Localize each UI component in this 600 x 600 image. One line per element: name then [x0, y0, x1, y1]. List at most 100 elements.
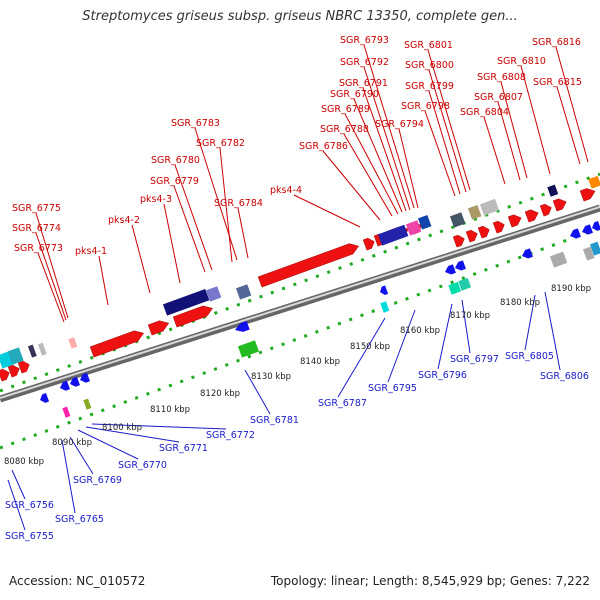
forward-gene[interactable] — [524, 208, 540, 223]
gene-label[interactable]: SGR_6773 — [14, 243, 63, 254]
gene-label[interactable]: SGR_6810 — [497, 56, 546, 67]
gene-label[interactable]: SGR_6791 — [339, 78, 388, 89]
gene-label[interactable]: SGR_6755 — [5, 531, 54, 542]
reverse-gene[interactable] — [38, 393, 50, 404]
gene-label[interactable]: SGR_6775 — [12, 203, 61, 214]
gene-label[interactable]: SGR_6790 — [330, 89, 379, 100]
gene-label[interactable]: SGR_6795 — [368, 383, 417, 394]
forward-gene[interactable] — [452, 233, 466, 248]
feature-block[interactable] — [27, 344, 37, 358]
gene-label[interactable]: SGR_6780 — [151, 155, 200, 166]
forward-gene[interactable] — [507, 213, 523, 228]
feature-block[interactable] — [37, 342, 47, 356]
feature-block[interactable] — [235, 284, 252, 300]
reverse-gene[interactable] — [233, 320, 250, 334]
reverse-gene[interactable] — [580, 224, 593, 236]
gene-label[interactable]: SGR_6792 — [340, 57, 389, 68]
gene-label[interactable]: SGR_6808 — [477, 72, 526, 83]
feature-block[interactable] — [62, 406, 71, 418]
gene-label[interactable]: pks4-3 — [140, 194, 172, 205]
scale-label: 8080 kbp — [4, 457, 44, 467]
feature-block[interactable] — [68, 337, 78, 349]
forward-gene[interactable] — [362, 236, 376, 251]
gene-label[interactable]: SGR_6781 — [250, 415, 299, 426]
gene-label[interactable]: SGR_6797 — [450, 354, 499, 365]
gene-label[interactable]: SGR_6804 — [460, 107, 509, 118]
feature-block[interactable] — [467, 204, 482, 220]
feature-block[interactable] — [589, 241, 600, 256]
feature-block[interactable] — [377, 224, 409, 246]
feature-block[interactable] — [162, 288, 210, 316]
gene-label[interactable]: SGR_6799 — [405, 81, 454, 92]
forward-gene[interactable] — [147, 318, 171, 336]
feature-block[interactable] — [380, 301, 390, 313]
feature-block[interactable] — [479, 198, 500, 216]
forward-gene[interactable] — [89, 328, 145, 358]
feature-block[interactable] — [83, 398, 92, 410]
gene-label[interactable]: SGR_6806 — [540, 371, 589, 382]
gene-label[interactable]: SGR_6796 — [418, 370, 467, 381]
reverse-gene[interactable] — [378, 285, 389, 296]
gene-label[interactable]: pks4-1 — [75, 246, 107, 257]
feature-block[interactable] — [205, 286, 222, 302]
feature-block[interactable] — [458, 277, 472, 291]
gene-label[interactable]: SGR_6815 — [533, 77, 582, 88]
gene-label[interactable]: SGR_6774 — [12, 223, 61, 234]
gene-label[interactable]: SGR_6794 — [375, 119, 424, 130]
feature-block[interactable] — [405, 220, 422, 236]
forward-gene[interactable] — [539, 202, 553, 217]
forward-gene[interactable] — [0, 367, 11, 382]
gene-label[interactable]: SGR_6765 — [55, 514, 104, 525]
forward-gene[interactable] — [465, 228, 479, 243]
gene-label[interactable]: SGR_6789 — [321, 104, 370, 115]
gene-label[interactable]: SGR_6782 — [196, 138, 245, 149]
feature-block[interactable] — [449, 212, 466, 228]
forward-gene[interactable] — [552, 197, 568, 212]
scale-label: 8180 kbp — [500, 298, 540, 308]
gene-label[interactable]: SGR_6756 — [5, 500, 54, 511]
forward-gene[interactable] — [579, 186, 597, 202]
reverse-gene[interactable] — [453, 260, 466, 272]
forward-gene[interactable] — [7, 363, 21, 378]
gene-label[interactable]: SGR_6769 — [73, 475, 122, 486]
reverse-gene[interactable] — [568, 228, 581, 240]
feature-block[interactable] — [417, 214, 432, 230]
forward-gene[interactable] — [172, 303, 214, 328]
forward-gene[interactable] — [17, 359, 31, 374]
gene-label[interactable]: SGR_6788 — [320, 124, 369, 135]
reverse-gene[interactable] — [590, 221, 600, 232]
feature-block[interactable] — [448, 281, 462, 295]
gene-label[interactable]: SGR_6784 — [214, 198, 263, 209]
gene-label[interactable]: SGR_6770 — [118, 460, 167, 471]
gene-label[interactable]: SGR_6805 — [505, 351, 554, 362]
reverse-gene[interactable] — [443, 264, 456, 276]
forward-gene[interactable] — [257, 241, 360, 288]
gene-label[interactable]: pks4-4 — [270, 185, 302, 196]
gene-label[interactable]: SGR_6786 — [299, 141, 348, 152]
feature-block[interactable] — [582, 246, 595, 261]
reverse-gene[interactable] — [78, 372, 90, 385]
gene-label[interactable]: SGR_6793 — [340, 35, 389, 46]
gene-label[interactable]: SGR_6807 — [474, 92, 523, 103]
forward-gene[interactable] — [492, 219, 506, 234]
reverse-gene[interactable] — [58, 380, 70, 393]
feature-block[interactable] — [588, 175, 600, 189]
feature-block[interactable] — [549, 251, 568, 268]
gene-label[interactable]: SGR_6771 — [159, 443, 208, 454]
feature-block[interactable] — [7, 347, 24, 365]
gene-label[interactable]: SGR_6783 — [171, 118, 220, 129]
reverse-gene[interactable] — [520, 248, 533, 260]
gene-label[interactable]: pks4-2 — [108, 215, 140, 226]
gene-label[interactable]: SGR_6787 — [318, 398, 367, 409]
gene-label[interactable]: SGR_6779 — [150, 176, 199, 187]
reverse-gene[interactable] — [68, 376, 80, 389]
feature-block[interactable] — [547, 184, 559, 197]
feature-block[interactable] — [237, 340, 259, 358]
gene-label[interactable]: SGR_6798 — [401, 101, 450, 112]
gene-label[interactable]: SGR_6801 — [404, 40, 453, 51]
forward-gene[interactable] — [477, 224, 491, 239]
gene-label[interactable]: SGR_6816 — [532, 37, 581, 48]
gene-label[interactable]: SGR_6772 — [206, 430, 255, 441]
gene-label[interactable]: SGR_6800 — [405, 60, 454, 71]
